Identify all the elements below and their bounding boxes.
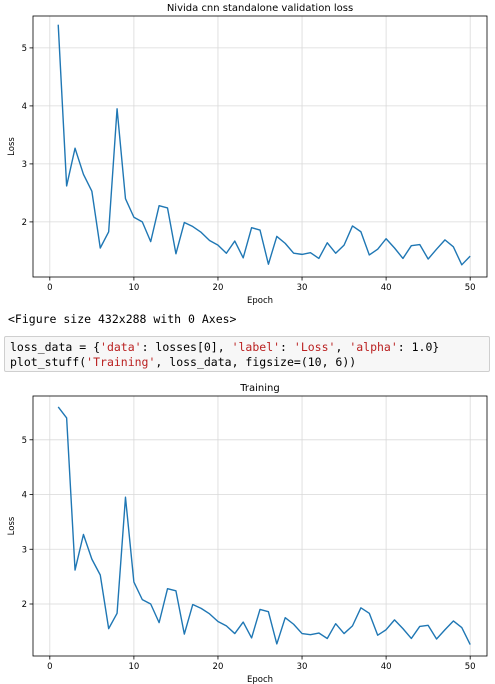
x-tick-label: 40 [381, 662, 392, 672]
code-token: 'data' [100, 340, 142, 354]
code-line-1: loss_data = {'data': losses[0], 'label':… [10, 340, 484, 355]
code-token: 'Loss' [293, 340, 336, 354]
code-token: : [280, 340, 294, 354]
x-tick-label: 20 [213, 283, 224, 293]
code-token: plot_stuff( [10, 355, 87, 369]
code-token: 'Training' [86, 355, 156, 369]
chart-title: Training [239, 383, 279, 394]
code-token: 'alpha' [349, 340, 398, 354]
x-tick-label: 30 [297, 662, 308, 672]
x-tick-label: 0 [47, 283, 52, 293]
axes-frame [32, 395, 488, 657]
y-tick-label: 3 [22, 160, 27, 170]
code-token: : 1.0} [397, 340, 440, 354]
y-tick-label: 4 [22, 102, 27, 112]
training-loss-chart: Training 0 10 20 30 40 50 2 3 4 5 Epoch Loss [7, 383, 488, 684]
y-tick-label: 2 [22, 600, 27, 610]
series-line [57, 406, 471, 645]
x-tick-label: 10 [128, 283, 139, 293]
x-tick-label: 0 [47, 662, 52, 672]
x-tick-label: 40 [381, 283, 392, 293]
x-axis-label: Epoch [247, 296, 273, 305]
chart-title: Nivida cnn standalone validation loss [167, 3, 353, 14]
code-token: , [335, 340, 350, 354]
y-tick-label: 5 [22, 436, 27, 446]
y-tick-label: 4 [22, 491, 27, 501]
code-token: 'label' [231, 340, 281, 354]
code-token: , loss_data, figsize=(10, 6)) [155, 355, 357, 369]
x-axis-label: Epoch [247, 675, 273, 684]
series-line [57, 24, 471, 266]
x-tick-label: 50 [465, 283, 476, 293]
x-tick-label: 30 [297, 283, 308, 293]
x-tick-label: 20 [213, 662, 224, 672]
y-tick-label: 2 [22, 218, 27, 228]
y-tick-label: 3 [22, 545, 27, 555]
x-tick-label: 10 [128, 662, 139, 672]
code-cell[interactable]: loss_data = {'data': losses[0], 'label':… [4, 336, 490, 372]
validation-loss-chart: Nivida cnn standalone validation loss 0 10… [7, 3, 488, 305]
y-axis-label: Loss [7, 516, 17, 535]
axes-frame [32, 15, 488, 278]
x-tick-label: 50 [465, 662, 476, 672]
code-token: : losses[0], [141, 340, 232, 354]
figure-size-output: <Figure size 432x288 with 0 Axes> [8, 312, 237, 326]
y-axis-label: Loss [7, 137, 17, 156]
code-line-2: plot_stuff('Training', loss_data, figsiz… [10, 355, 484, 370]
y-tick-label: 5 [22, 44, 27, 54]
code-token: loss_data = { [10, 340, 101, 354]
